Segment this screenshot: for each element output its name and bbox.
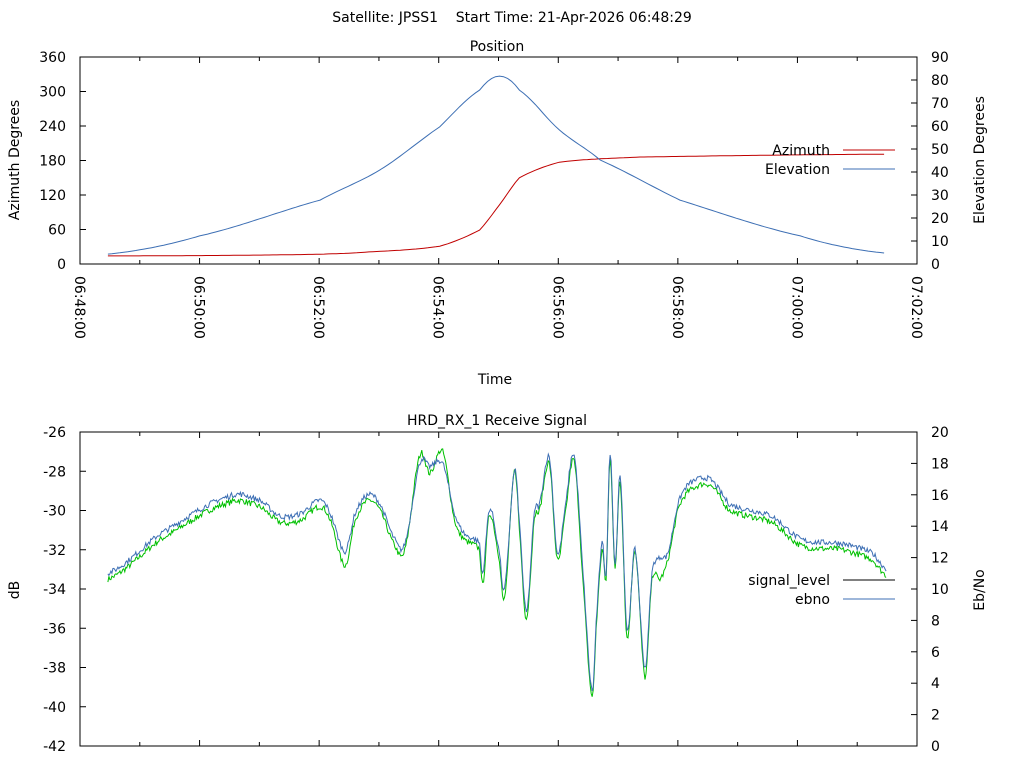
y-tick-label: 300 <box>39 85 66 101</box>
y-tick-label: -36 <box>43 621 66 637</box>
y2-tick-label: 14 <box>931 519 949 535</box>
x-tick-label: 06:50:00 <box>191 276 207 339</box>
y-tick-label: 60 <box>48 223 66 239</box>
y2-tick-label: 60 <box>931 119 949 135</box>
series-line-signal_level <box>107 448 887 697</box>
y-tick-label: -34 <box>43 582 66 598</box>
legend-label-azimuth: Azimuth <box>772 143 830 159</box>
y-tick-label: -40 <box>43 700 66 716</box>
plot-border <box>79 431 918 747</box>
y2-tick-label: 18 <box>931 456 949 472</box>
y-tick-label: 0 <box>57 257 66 273</box>
x-tick-label: 06:52:00 <box>310 276 326 339</box>
x-tick-label: 06:54:00 <box>430 276 446 339</box>
y2-tick-label: 70 <box>931 96 949 112</box>
ebno-axis-label: Eb/No <box>972 569 988 611</box>
azimuth-axis-label: Azimuth Degrees <box>7 100 23 220</box>
series-line-ebno <box>107 452 887 692</box>
plot-border <box>79 56 918 265</box>
y-tick-label: -26 <box>43 425 66 441</box>
position-title: Position <box>470 39 525 55</box>
y2-tick-label: 12 <box>931 551 949 567</box>
position-plot: Position Azimuth Degrees Elevation Degre… <box>7 39 988 388</box>
x-tick-label: 07:00:00 <box>788 276 804 339</box>
y-tick-label: 360 <box>39 50 66 66</box>
y-tick-label: -32 <box>43 543 66 559</box>
y-tick-label: -30 <box>43 504 66 520</box>
legend-label-ebno: ebno <box>795 592 830 608</box>
y2-tick-label: 2 <box>931 708 940 724</box>
y2-tick-label: 50 <box>931 142 949 158</box>
legend-label-elevation: Elevation <box>765 162 830 178</box>
y2-tick-label: 80 <box>931 73 949 89</box>
series-line-elevation <box>107 75 885 255</box>
y2-tick-label: 8 <box>931 613 940 629</box>
x-tick-label: 06:58:00 <box>669 276 685 339</box>
x-tick-label: 06:48:00 <box>71 276 87 339</box>
y-tick-label: -28 <box>43 464 66 480</box>
y2-tick-label: 40 <box>931 165 949 181</box>
y-tick-label: -38 <box>43 661 66 677</box>
y2-tick-label: 0 <box>931 739 940 755</box>
y2-tick-label: 16 <box>931 488 949 504</box>
y2-tick-label: 6 <box>931 645 940 661</box>
y2-tick-label: 20 <box>931 425 949 441</box>
y-tick-label: 120 <box>39 188 66 204</box>
y2-tick-label: 20 <box>931 211 949 227</box>
y2-tick-label: 90 <box>931 50 949 66</box>
y-tick-label: 180 <box>39 154 66 170</box>
db-axis-label: dB <box>7 581 23 600</box>
y-tick-label: -42 <box>43 739 66 755</box>
elevation-axis-label: Elevation Degrees <box>972 96 988 224</box>
y2-tick-label: 30 <box>931 188 949 204</box>
header-title: Satellite: JPSS1 Start Time: 21-Apr-2026… <box>332 10 692 26</box>
y2-tick-label: 10 <box>931 582 949 598</box>
signal-title: HRD_RX_1 Receive Signal <box>407 413 587 429</box>
time-axis-label: Time <box>477 372 512 388</box>
y2-tick-label: 4 <box>931 676 940 692</box>
x-tick-label: 07:02:00 <box>908 276 924 339</box>
series-line-azimuth <box>107 153 885 257</box>
y2-tick-label: 0 <box>931 257 940 273</box>
y2-tick-label: 10 <box>931 234 949 250</box>
signal-plot: HRD_RX_1 Receive Signal dB Eb/No -42 -40 -… <box>7 413 988 755</box>
x-tick-label: 06:56:00 <box>549 276 565 339</box>
legend-label-signal_level: signal_level <box>748 573 830 589</box>
y-tick-label: 240 <box>39 119 66 135</box>
